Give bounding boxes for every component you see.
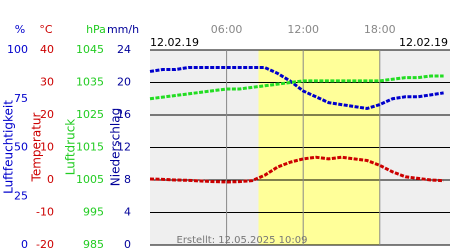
y-tick-label: 1005 [76, 173, 104, 186]
y-tick-label: 30 [40, 76, 54, 89]
x-tick-label: 18:00 [364, 23, 396, 36]
y-tick-label: 4 [124, 206, 131, 219]
y-tick-label: 1045 [76, 43, 104, 56]
date-right: 12.02.19 [399, 36, 448, 49]
axis-unit: % [15, 23, 25, 36]
y-tick-label: 40 [40, 43, 54, 56]
axis-unit: mm/h [107, 23, 139, 36]
y-tick-label: 100 [7, 43, 28, 56]
y-tick-label: -20 [36, 238, 54, 250]
y-tick-label: 0 [21, 238, 28, 250]
y-tick-label: 1015 [76, 141, 104, 154]
axis-unit: °C [39, 23, 53, 36]
axis-unit: hPa [86, 23, 106, 36]
y-tick-label: 24 [117, 43, 131, 56]
y-tick-label: 0 [124, 238, 131, 250]
y-tick-label: 1025 [76, 108, 104, 121]
footer: Erstellt: 12.05.2025 10:09 [177, 235, 308, 246]
y-tick-label: 10 [40, 141, 54, 154]
x-tick-label: 06:00 [211, 23, 243, 36]
y-tick-label: 995 [83, 206, 104, 219]
axis-title: Temperatur [30, 112, 44, 182]
y-tick-label: 25 [14, 189, 28, 202]
y-tick-label: 8 [124, 173, 131, 186]
y-tick-label: 985 [83, 238, 104, 250]
series-line [149, 66, 444, 111]
y-tick-label: 20 [40, 108, 54, 121]
y-tick-label: 16 [117, 108, 131, 121]
y-tick-label: 20 [117, 76, 131, 89]
axis-title: Luftfeuchtigkeit [2, 100, 16, 194]
y-tick-label: 1035 [76, 76, 104, 89]
y-tick-label: -10 [36, 206, 54, 219]
axis-title: Luftdruck [64, 119, 78, 176]
y-tick-label: 0 [47, 173, 54, 186]
series-line [149, 155, 444, 184]
y-tick-label: 50 [14, 141, 28, 154]
y-tick-label: 75 [14, 92, 28, 105]
x-tick-label: 12:00 [287, 23, 319, 36]
axis-title: Niederschlag [109, 108, 123, 186]
series-line [149, 74, 444, 101]
y-tick-label: 12 [117, 141, 131, 154]
date-left: 12.02.19 [150, 36, 199, 49]
